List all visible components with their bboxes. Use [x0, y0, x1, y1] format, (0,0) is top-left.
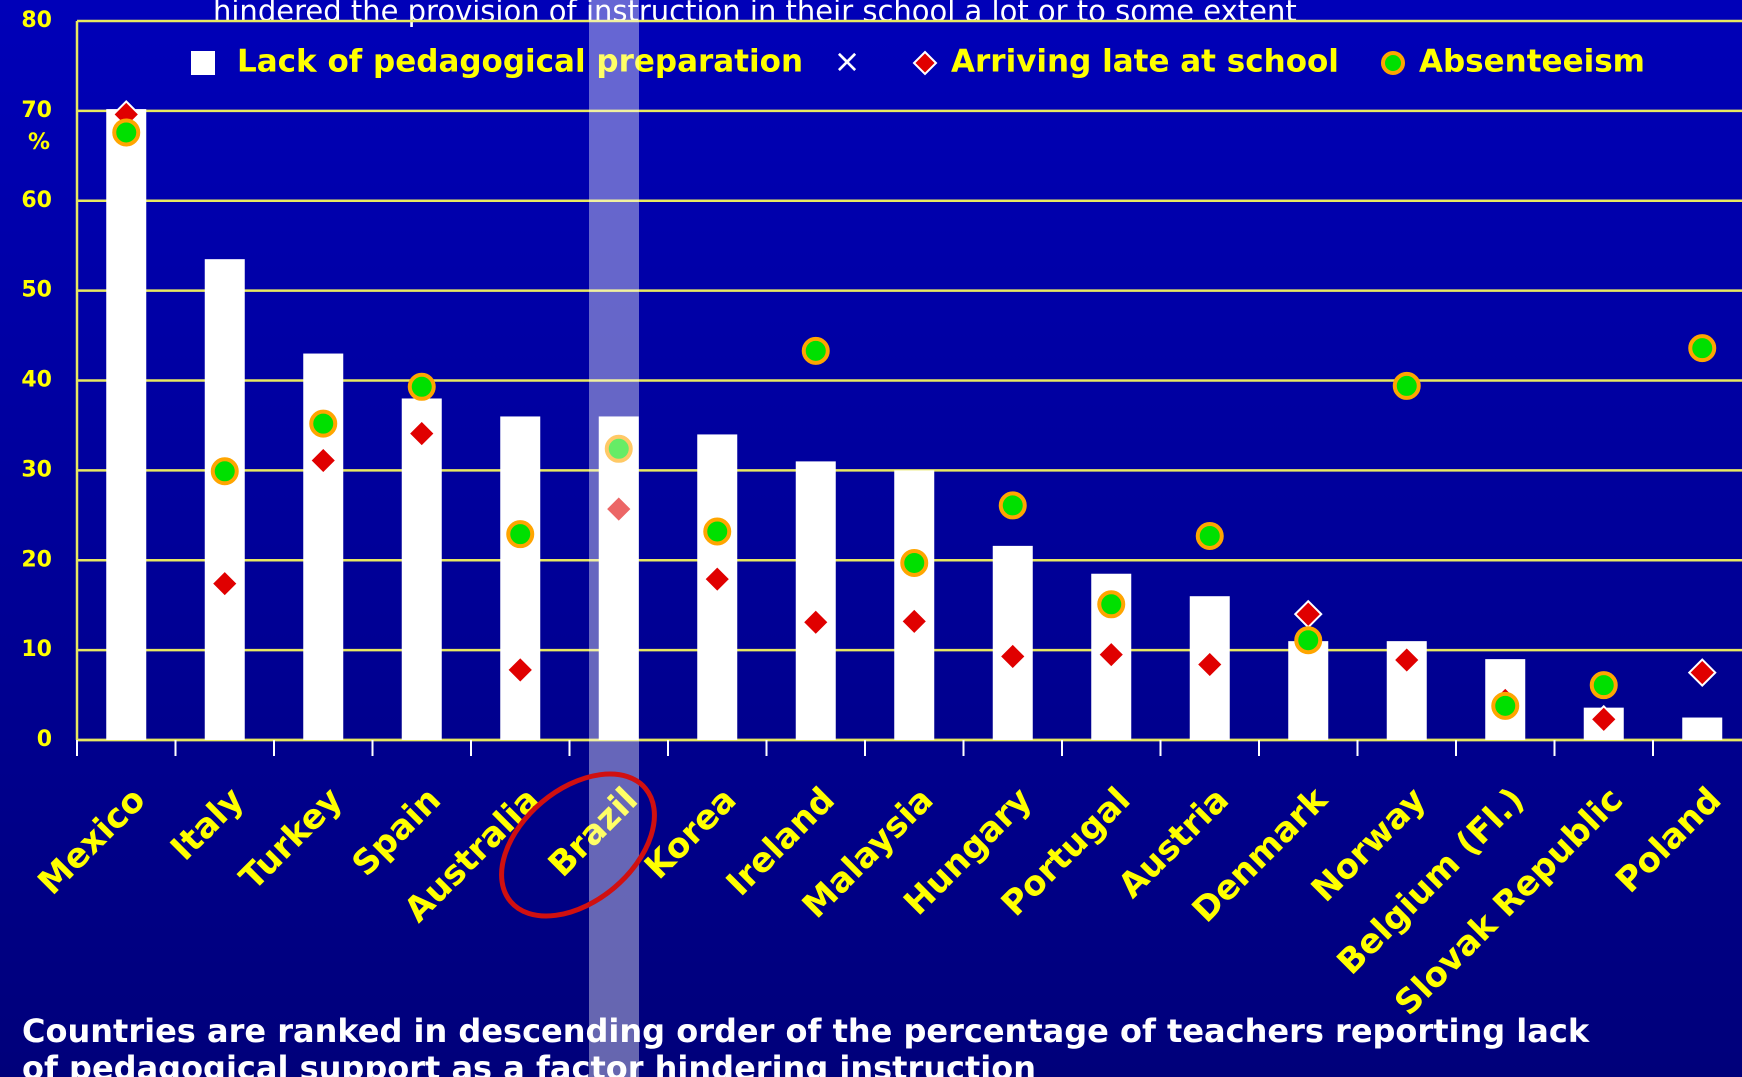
- diamond-marker: [407, 419, 437, 448]
- y-tick-label: 30: [21, 457, 52, 482]
- circle-marker: [1589, 671, 1618, 700]
- bar: [795, 461, 836, 740]
- legend-swatch: [912, 50, 938, 76]
- footnote: Countries are ranked in descending order…: [22, 1012, 1590, 1050]
- diamond-marker: [210, 569, 240, 599]
- y-tick-label: 80: [21, 8, 52, 33]
- diamond-marker: [1096, 640, 1126, 670]
- bar: [401, 398, 442, 740]
- y-tick-label: 10: [21, 637, 52, 662]
- footnote: of pedagogical support as a factor hinde…: [22, 1049, 1036, 1077]
- circle-marker: [1294, 626, 1323, 655]
- circle-marker: [1688, 334, 1717, 363]
- circle-marker: [1491, 691, 1520, 720]
- diamond-marker: [308, 446, 338, 475]
- highlight-ring: [499, 771, 657, 919]
- y-tick-label: 20: [21, 547, 52, 572]
- y-tick-label: 70: [21, 98, 52, 123]
- circle-marker: [703, 517, 732, 546]
- circle-marker: [1097, 590, 1126, 619]
- diamond-marker: [998, 642, 1028, 671]
- diamond-marker: [801, 607, 831, 637]
- diamond-marker: [702, 564, 732, 594]
- circle-marker: [309, 409, 338, 438]
- legend-label: Lack of pedagogical preparation: [237, 44, 803, 80]
- legend-label: Absenteeism: [1419, 44, 1645, 80]
- circle-marker: [604, 434, 633, 463]
- legend-swatch: [1381, 51, 1405, 75]
- y-tick-label: 60: [21, 188, 52, 213]
- legend-swatch: [191, 51, 215, 75]
- diamond-marker: [1195, 650, 1225, 679]
- bar: [106, 109, 147, 740]
- circle-marker: [210, 457, 239, 486]
- diamond-marker: [1687, 658, 1717, 688]
- circle-marker: [1392, 371, 1421, 400]
- circle-marker: [900, 548, 929, 577]
- circle-marker: [998, 491, 1027, 520]
- bar: [1288, 641, 1329, 740]
- legend-cross: ×: [834, 42, 861, 80]
- circle-marker: [1195, 521, 1224, 550]
- bar: [894, 470, 935, 740]
- chart-title: hindered the provision of instruction in…: [213, 0, 1297, 28]
- y-tick-label: 50: [21, 278, 52, 303]
- circle-marker: [506, 520, 535, 549]
- circle-marker: [112, 118, 141, 147]
- y-axis-label: %: [28, 130, 50, 155]
- legend-label: Arriving late at school: [951, 44, 1339, 80]
- circle-marker: [407, 372, 436, 401]
- diamond-marker: [1392, 645, 1422, 675]
- bar: [204, 259, 245, 740]
- diamond-marker: [1589, 704, 1619, 734]
- bar: [598, 416, 639, 740]
- y-tick-label: 40: [21, 368, 52, 393]
- circle-marker: [801, 336, 830, 365]
- y-tick-label: 0: [37, 727, 52, 752]
- diamond-marker: [604, 494, 634, 524]
- highlight-band: [589, 0, 639, 1077]
- diamond-marker: [505, 655, 535, 685]
- bar: [1682, 717, 1723, 740]
- diamond-marker: [899, 606, 929, 636]
- bar: [500, 416, 541, 740]
